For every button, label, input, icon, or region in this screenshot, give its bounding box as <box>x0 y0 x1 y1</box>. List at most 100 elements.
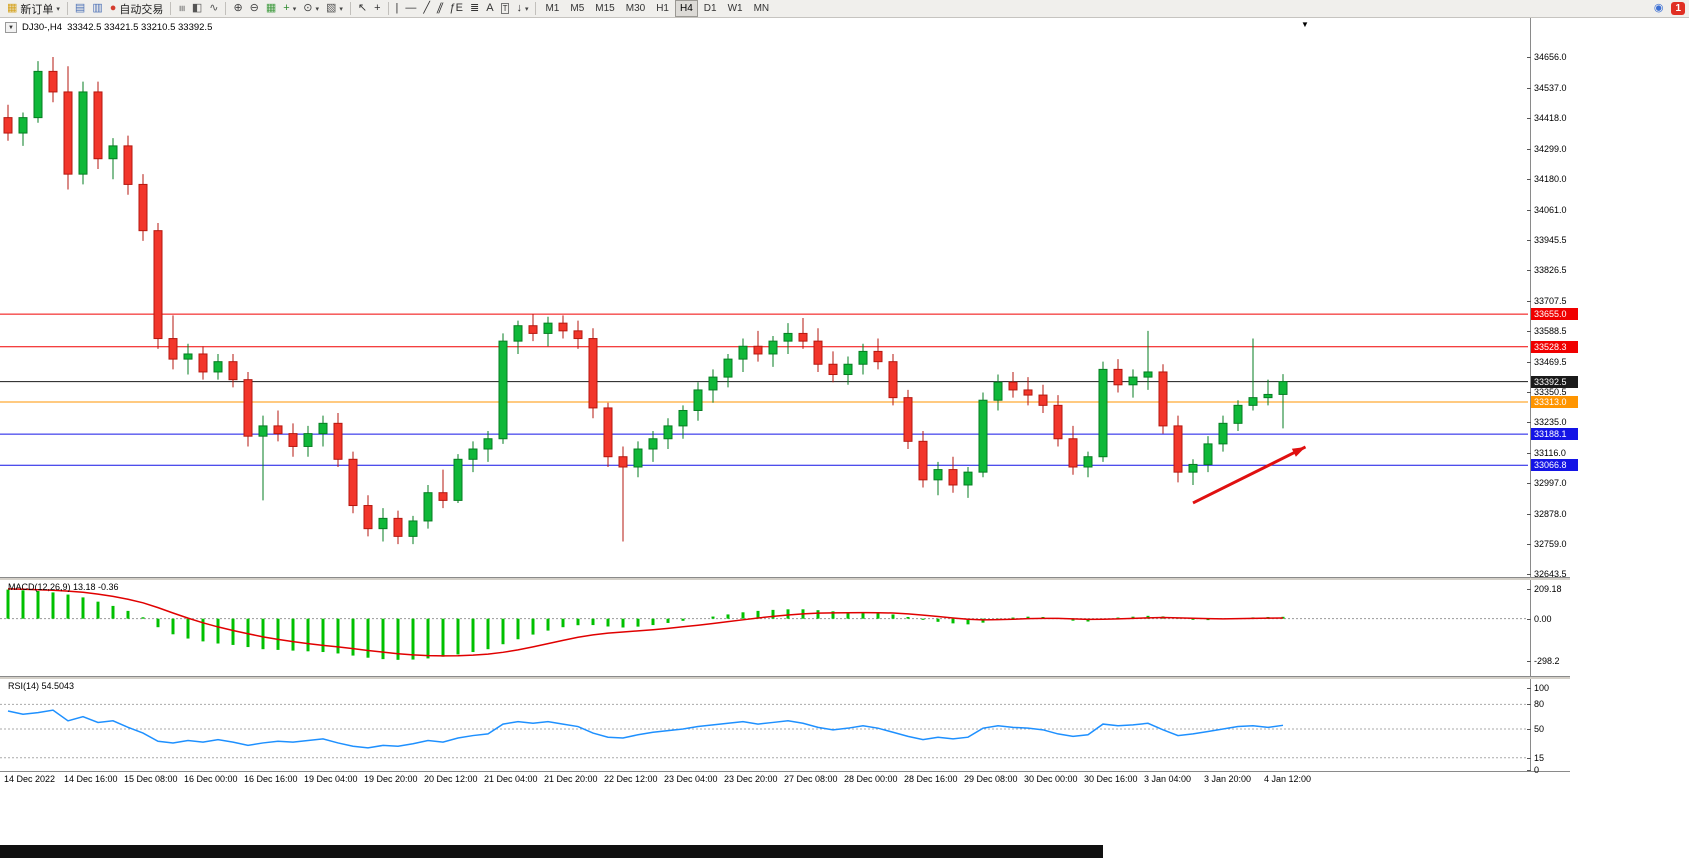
rsi-panel[interactable] <box>0 679 1570 771</box>
price-tick-label: 33116.0 <box>1534 447 1566 458</box>
candle <box>783 323 793 354</box>
candle <box>903 389 913 450</box>
macd-tick-label: 209.18 <box>1534 584 1562 594</box>
price-tick-mark <box>1527 513 1531 515</box>
profiles-button[interactable]: ▥ <box>89 1 105 17</box>
autotrading-button-label: 自动交易 <box>119 3 164 16</box>
zoom-out-button[interactable]: ⊖ <box>247 1 262 17</box>
timeframe-button-m5[interactable]: M5 <box>570 3 585 14</box>
horizontal-line-button[interactable]: — <box>402 1 419 17</box>
dropdown-caret-icon: ▾ <box>56 5 60 13</box>
candle <box>228 353 238 388</box>
candle <box>858 343 868 375</box>
rsi-tick-label: 15 <box>1534 752 1545 763</box>
main-toolbar: ▦ 新订单 ▾ ▤ ▥ ● 自动交易 ≡ ◧ ∿ ⊕ ⊖ ▦ + ▾ ⊙ ▾ ▧ ▾ ↖ + | — ╱ ∥ ƒE ≣ A T ↓ ▾ M1 M… <box>0 0 1689 18</box>
price-tick-mark <box>1527 331 1531 333</box>
panel-splitter[interactable] <box>0 577 1570 580</box>
text-icon: A <box>486 2 494 14</box>
candle <box>198 346 208 380</box>
new-order-button[interactable]: ▦ 新订单 ▾ <box>4 1 63 17</box>
scroll-to-end-marker[interactable]: ▼ <box>1301 20 1309 29</box>
trendline-button[interactable]: ╱ <box>420 1 433 17</box>
macd-indicator-label: MACD(12,26,9) 13.18 -0.36 <box>8 582 119 592</box>
timeframe-button-w1[interactable]: W1 <box>727 3 743 14</box>
price-tick-label: 33235.0 <box>1534 417 1567 428</box>
time-axis-label: 14 Dec 2022 <box>4 774 56 784</box>
periods-button[interactable]: ⊙ ▾ <box>300 1 322 17</box>
macd-tick-label: -298.2 <box>1534 655 1560 666</box>
channel-button[interactable]: ∥ <box>434 1 446 17</box>
text-button[interactable]: A <box>483 1 496 17</box>
candle <box>1218 415 1228 452</box>
tile-windows-button[interactable]: ▦ <box>263 1 279 17</box>
templates-button[interactable]: ▧ ▾ <box>323 1 346 17</box>
arrow-annotation[interactable] <box>1192 445 1307 505</box>
cursor-button[interactable]: ↖ <box>355 1 370 17</box>
candle <box>408 515 418 545</box>
toolbar-separator <box>225 2 227 15</box>
price-tick-mark <box>1527 270 1531 272</box>
candle <box>1263 379 1273 406</box>
objects-grid-button[interactable]: ≣ <box>467 1 482 17</box>
timeframe-button-mn[interactable]: MN <box>753 3 770 14</box>
candle <box>123 135 133 195</box>
charts-window-button[interactable]: ▤ <box>72 1 88 17</box>
fibonacci-button[interactable]: ƒE <box>447 1 466 17</box>
toolbar-separator <box>535 2 537 15</box>
community-search-button[interactable]: ◉ <box>1651 1 1667 17</box>
autotrading-button[interactable]: ● 自动交易 <box>107 1 167 17</box>
candle <box>1113 359 1123 393</box>
autotrading-icon: ● <box>109 2 117 14</box>
candle <box>1203 436 1213 473</box>
time-axis-border <box>0 771 1570 772</box>
arrows-button[interactable]: ↓ ▾ <box>513 1 531 17</box>
candle <box>753 330 763 362</box>
candle <box>1038 384 1048 414</box>
symbol-expander-icon[interactable]: ▼ <box>5 22 17 33</box>
candle <box>588 328 598 419</box>
candle <box>1188 459 1198 485</box>
price-tick-mark <box>1527 209 1531 211</box>
candle <box>603 402 613 468</box>
timeframe-button-h1[interactable]: H1 <box>656 3 669 14</box>
candle <box>963 467 973 498</box>
price-tick-mark <box>1527 361 1531 363</box>
rsi-tick-mark <box>1527 770 1531 771</box>
timeframe-button-m30[interactable]: M30 <box>625 3 646 14</box>
zoom-in-button[interactable]: ⊕ <box>230 1 245 17</box>
price-tick-mark <box>1527 574 1531 575</box>
indicators-button[interactable]: + ▾ <box>280 1 299 17</box>
candle <box>798 318 808 349</box>
line-chart-button[interactable]: ∿ <box>206 1 221 17</box>
toolbar-left-group: ▦ 新订单 ▾ ▤ ▥ ● 自动交易 ≡ ◧ ∿ ⊕ ⊖ ▦ + ▾ ⊙ ▾ ▧ ▾ ↖ + | — ╱ ∥ ƒE ≣ A T ↓ ▾ M1 M… <box>4 0 774 18</box>
text-label-button[interactable]: T <box>498 1 513 17</box>
candle <box>3 104 13 141</box>
new-order-button-label: 新订单 <box>20 3 54 16</box>
main-chart-panel[interactable] <box>0 18 1570 577</box>
vertical-line-button[interactable]: | <box>393 1 402 17</box>
notification-badge[interactable]: 1 <box>1671 2 1685 15</box>
price-tick-mark <box>1527 87 1531 89</box>
candle <box>1278 374 1288 429</box>
macd-panel[interactable] <box>0 580 1570 676</box>
candle <box>558 315 568 339</box>
candle <box>933 461 943 496</box>
chart-window-icon: ▤ <box>74 2 86 14</box>
time-axis-label: 4 Jan 12:00 <box>1264 774 1312 784</box>
price-level-label: 33313.0 <box>1531 396 1578 408</box>
rsi-tick-label: 0 <box>1534 765 1540 775</box>
candle <box>93 81 103 170</box>
panel-splitter[interactable] <box>0 676 1570 679</box>
timeframe-button-m1[interactable]: M1 <box>545 3 560 14</box>
timeframe-button-d1[interactable]: D1 <box>703 3 717 14</box>
price-tick-mark <box>1527 148 1531 150</box>
crosshair-button[interactable]: + <box>371 1 383 17</box>
bar-chart-button[interactable]: ≡ <box>175 1 188 17</box>
timeframe-button-h4[interactable]: H4 <box>674 0 698 17</box>
candlestick-chart-button[interactable]: ◧ <box>189 1 205 17</box>
timeframe-button-m15[interactable]: M15 <box>595 3 615 14</box>
chart-title-overlay: ▼ DJ30-,H4 33342.5 33421.5 33210.5 33392… <box>5 22 212 33</box>
price-tick-mark <box>1527 544 1531 546</box>
time-axis-label: 3 Jan 20:00 <box>1204 774 1252 784</box>
toolbar-separator <box>170 2 172 15</box>
